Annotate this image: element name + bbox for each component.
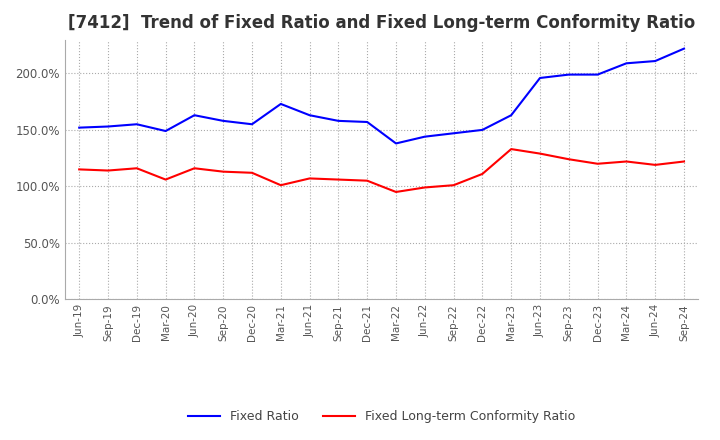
Fixed Ratio: [536, 75, 544, 81]
Fixed Long-term Conformity Ratio: [593, 161, 602, 166]
Fixed Ratio: [478, 127, 487, 132]
Fixed Ratio: [593, 72, 602, 77]
Fixed Ratio: [622, 61, 631, 66]
Line: Fixed Long-term Conformity Ratio: Fixed Long-term Conformity Ratio: [79, 149, 684, 192]
Fixed Long-term Conformity Ratio: [651, 162, 660, 168]
Fixed Long-term Conformity Ratio: [392, 189, 400, 194]
Fixed Ratio: [305, 113, 314, 118]
Fixed Long-term Conformity Ratio: [363, 178, 372, 183]
Fixed Long-term Conformity Ratio: [334, 177, 343, 182]
Fixed Long-term Conformity Ratio: [190, 165, 199, 171]
Fixed Long-term Conformity Ratio: [420, 185, 429, 190]
Fixed Ratio: [334, 118, 343, 124]
Fixed Ratio: [651, 59, 660, 64]
Fixed Ratio: [680, 46, 688, 51]
Fixed Long-term Conformity Ratio: [680, 159, 688, 164]
Fixed Ratio: [363, 119, 372, 125]
Fixed Long-term Conformity Ratio: [507, 147, 516, 152]
Line: Fixed Ratio: Fixed Ratio: [79, 49, 684, 143]
Fixed Long-term Conformity Ratio: [219, 169, 228, 174]
Fixed Long-term Conformity Ratio: [305, 176, 314, 181]
Fixed Long-term Conformity Ratio: [276, 183, 285, 188]
Fixed Long-term Conformity Ratio: [248, 170, 256, 176]
Fixed Long-term Conformity Ratio: [449, 183, 458, 188]
Fixed Long-term Conformity Ratio: [536, 151, 544, 156]
Fixed Long-term Conformity Ratio: [564, 157, 573, 162]
Fixed Ratio: [75, 125, 84, 130]
Fixed Long-term Conformity Ratio: [75, 167, 84, 172]
Fixed Ratio: [132, 121, 141, 127]
Fixed Ratio: [564, 72, 573, 77]
Fixed Long-term Conformity Ratio: [478, 171, 487, 176]
Fixed Long-term Conformity Ratio: [132, 165, 141, 171]
Legend: Fixed Ratio, Fixed Long-term Conformity Ratio: Fixed Ratio, Fixed Long-term Conformity …: [184, 405, 580, 428]
Fixed Ratio: [219, 118, 228, 124]
Fixed Ratio: [449, 131, 458, 136]
Fixed Long-term Conformity Ratio: [104, 168, 112, 173]
Fixed Ratio: [248, 121, 256, 127]
Fixed Ratio: [190, 113, 199, 118]
Fixed Ratio: [276, 101, 285, 106]
Title: [7412]  Trend of Fixed Ratio and Fixed Long-term Conformity Ratio: [7412] Trend of Fixed Ratio and Fixed Lo…: [68, 15, 696, 33]
Fixed Ratio: [161, 128, 170, 134]
Fixed Long-term Conformity Ratio: [622, 159, 631, 164]
Fixed Long-term Conformity Ratio: [161, 177, 170, 182]
Fixed Ratio: [104, 124, 112, 129]
Fixed Ratio: [392, 141, 400, 146]
Fixed Ratio: [507, 113, 516, 118]
Fixed Ratio: [420, 134, 429, 139]
